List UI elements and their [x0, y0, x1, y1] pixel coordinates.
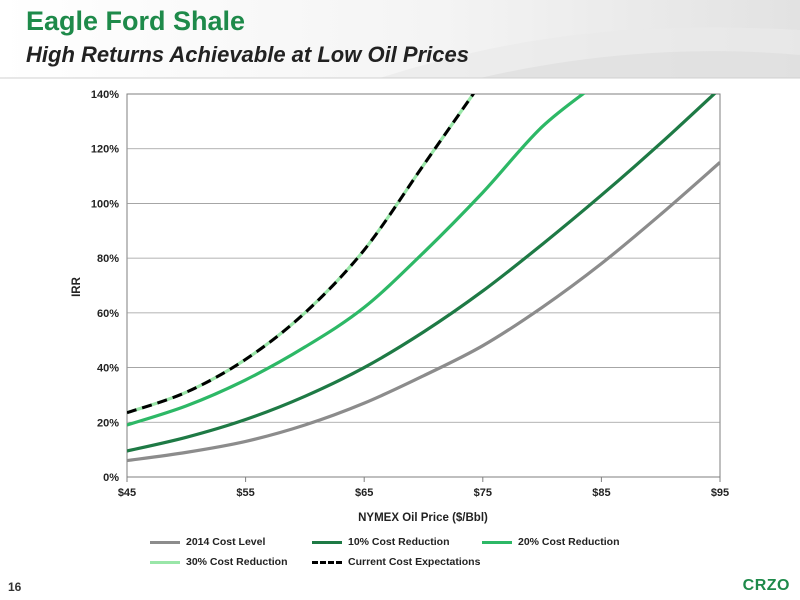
legend-item: 2014 Cost Level: [150, 536, 265, 548]
x-tick-label: $55: [236, 487, 254, 499]
x-tick-label: $85: [592, 487, 610, 499]
series-line: [127, 161, 720, 463]
y-tick-label: 40%: [97, 363, 119, 375]
y-tick-label: 80%: [97, 253, 119, 265]
x-axis-ticks: $45 $55 $65 $75 $85 $95: [118, 477, 729, 499]
y-axis-label: IRR: [71, 276, 83, 297]
series-lines: [127, 94, 720, 463]
x-axis-label: NYMEX Oil Price ($/Bbl): [358, 512, 488, 524]
gridlines: [127, 148, 720, 423]
page-number: 16: [8, 580, 22, 594]
y-axis-ticks: 0% 20% 40% 60% 80% 100% 120% 140%: [91, 89, 119, 484]
legend-label: 30% Cost Reduction: [186, 556, 288, 568]
slide-title: Eagle Ford Shale: [26, 6, 246, 36]
slide-header: Eagle Ford Shale High Returns Achievable…: [0, 0, 800, 80]
x-tick-label: $65: [355, 487, 373, 499]
plot-area: [126, 93, 721, 478]
y-tick-label: 140%: [91, 89, 119, 101]
slide-subtitle: High Returns Achievable at Low Oil Price…: [26, 42, 469, 67]
y-tick-label: 0%: [103, 472, 119, 484]
legend-swatch: [482, 540, 512, 544]
legend-item: 10% Cost Reduction: [312, 536, 450, 548]
legend-label: 10% Cost Reduction: [348, 536, 450, 548]
y-tick-label: 20%: [97, 417, 119, 429]
legend-item: Current Cost Expectations: [312, 556, 480, 568]
legend-swatch: [312, 560, 342, 564]
legend-swatch: [312, 540, 342, 544]
x-tick-label: $45: [118, 487, 136, 499]
legend-label: 2014 Cost Level: [186, 536, 266, 548]
x-tick-label: $95: [711, 487, 729, 499]
y-tick-label: 120%: [91, 144, 119, 156]
series-line: [127, 94, 586, 427]
legend-item: 20% Cost Reduction: [482, 536, 620, 548]
series-line: [127, 94, 717, 453]
company-logo: CRZO: [742, 577, 790, 594]
series-line: [127, 94, 476, 415]
chart-legend: 2014 Cost Level 10% Cost Reduction 20% Cos…: [150, 536, 670, 576]
legend-item: 30% Cost Reduction: [150, 556, 288, 568]
legend-label: Current Cost Expectations: [348, 556, 481, 568]
irr-chart: 0%20%40%60%80%100%120%140% $45 $55 $65 $75 $…: [71, 89, 729, 524]
legend-swatch: [150, 540, 180, 544]
x-tick-label: $75: [474, 487, 492, 499]
y-tick-label: 100%: [91, 198, 119, 210]
y-tick-label: 60%: [97, 308, 119, 320]
legend-label: 20% Cost Reduction: [518, 536, 620, 548]
legend-swatch: [150, 560, 180, 564]
